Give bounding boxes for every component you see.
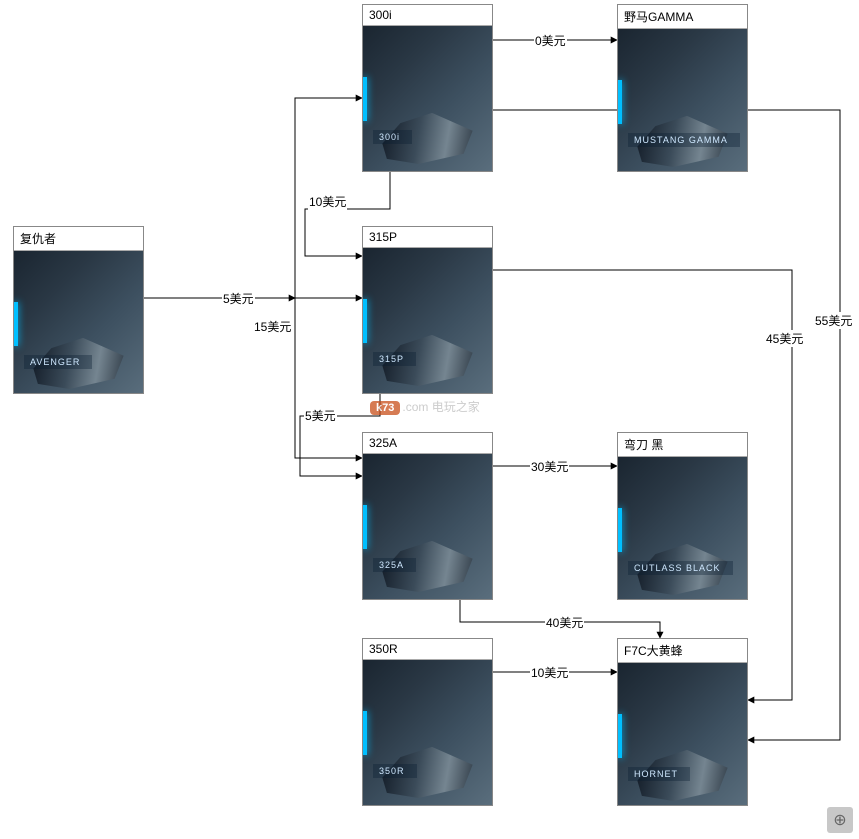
node-image: AVENGER	[14, 251, 143, 394]
node-image: 300i	[363, 26, 492, 172]
ship-label: MUSTANG GAMMA	[628, 133, 740, 147]
node-325a: 325A 325A	[362, 432, 493, 600]
edge-label-e11: 45美元	[765, 330, 804, 347]
node-350r: 350R 350R	[362, 638, 493, 806]
ship-label: 350R	[373, 764, 417, 778]
zoom-button[interactable]: ⊕	[827, 807, 853, 833]
ship-label: CUTLASS BLACK	[628, 561, 733, 575]
node-avenger: 复仇者 AVENGER	[13, 226, 144, 394]
node-title: 野马GAMMA	[618, 5, 747, 29]
node-title: 315P	[363, 227, 492, 248]
edge-label-e1: 5美元	[222, 290, 255, 307]
edge-label-e5: 10美元	[308, 193, 347, 210]
ship-label: 300i	[373, 130, 412, 144]
node-title: 300i	[363, 5, 492, 26]
node-image: 350R	[363, 660, 492, 806]
node-image: 315P	[363, 248, 492, 394]
watermark: k73.com 电玩之家	[370, 398, 480, 415]
edge-e6	[295, 298, 362, 458]
node-315p: 315P 315P	[362, 226, 493, 394]
node-image: HORNET	[618, 663, 747, 806]
node-hornet: F7C大黄蜂 HORNET	[617, 638, 748, 806]
edge-label-e8: 30美元	[530, 458, 569, 475]
edge-label-e7: 5美元	[304, 407, 337, 424]
edge-label-e6: 15美元	[253, 318, 292, 335]
ship-label: HORNET	[628, 767, 690, 781]
ship-label: 325A	[373, 558, 416, 572]
node-cutlass: 弯刀 黑 CUTLASS BLACK	[617, 432, 748, 600]
node-gamma: 野马GAMMA MUSTANG GAMMA	[617, 4, 748, 172]
ship-label: 315P	[373, 352, 416, 366]
node-image: MUSTANG GAMMA	[618, 29, 747, 172]
edge-label-e4: 0美元	[534, 32, 567, 49]
node-title: 弯刀 黑	[618, 433, 747, 457]
node-image: 325A	[363, 454, 492, 600]
edge-label-e9: 40美元	[545, 614, 584, 631]
watermark-text: .com 电玩之家	[402, 400, 479, 414]
node-300i: 300i 300i	[362, 4, 493, 172]
node-title: F7C大黄蜂	[618, 639, 747, 663]
node-image: CUTLASS BLACK	[618, 457, 747, 600]
node-title: 复仇者	[14, 227, 143, 251]
edge-label-e10: 10美元	[530, 664, 569, 681]
watermark-logo: k73	[370, 401, 400, 415]
zoom-icon: ⊕	[833, 810, 846, 830]
node-title: 325A	[363, 433, 492, 454]
edge-label-e12: 55美元	[814, 312, 853, 329]
node-title: 350R	[363, 639, 492, 660]
ship-label: AVENGER	[24, 355, 92, 369]
